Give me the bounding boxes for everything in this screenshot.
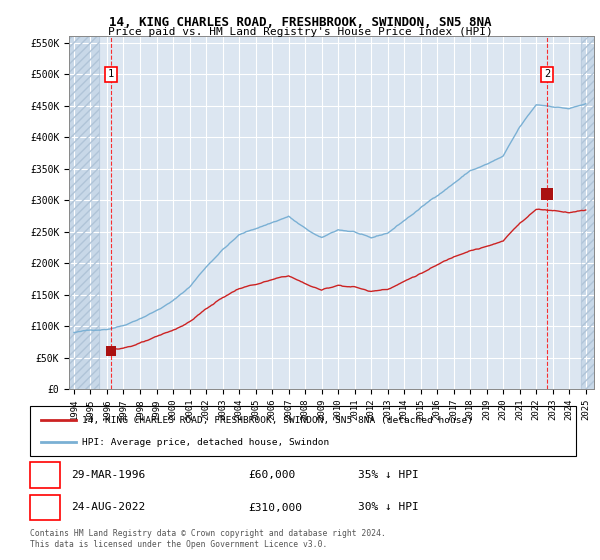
Text: Price paid vs. HM Land Registry's House Price Index (HPI): Price paid vs. HM Land Registry's House … xyxy=(107,27,493,37)
Text: 14, KING CHARLES ROAD, FRESHBROOK, SWINDON, SN5 8NA: 14, KING CHARLES ROAD, FRESHBROOK, SWIND… xyxy=(109,16,491,29)
FancyBboxPatch shape xyxy=(30,463,60,488)
Text: 24-AUG-2022: 24-AUG-2022 xyxy=(71,502,145,512)
Text: 1: 1 xyxy=(41,470,48,480)
Text: 35% ↓ HPI: 35% ↓ HPI xyxy=(358,470,418,480)
Text: 29-MAR-1996: 29-MAR-1996 xyxy=(71,470,145,480)
FancyBboxPatch shape xyxy=(30,494,60,520)
Text: Contains HM Land Registry data © Crown copyright and database right 2024.
This d: Contains HM Land Registry data © Crown c… xyxy=(30,529,386,549)
Text: 2: 2 xyxy=(41,502,48,512)
Text: 1: 1 xyxy=(108,69,114,79)
Text: 30% ↓ HPI: 30% ↓ HPI xyxy=(358,502,418,512)
Text: £60,000: £60,000 xyxy=(248,470,296,480)
Text: 14, KING CHARLES ROAD, FRESHBROOK, SWINDON, SN5 8NA (detached house): 14, KING CHARLES ROAD, FRESHBROOK, SWIND… xyxy=(82,416,473,424)
Text: 2: 2 xyxy=(544,69,550,79)
Text: HPI: Average price, detached house, Swindon: HPI: Average price, detached house, Swin… xyxy=(82,438,329,447)
Text: £310,000: £310,000 xyxy=(248,502,302,512)
